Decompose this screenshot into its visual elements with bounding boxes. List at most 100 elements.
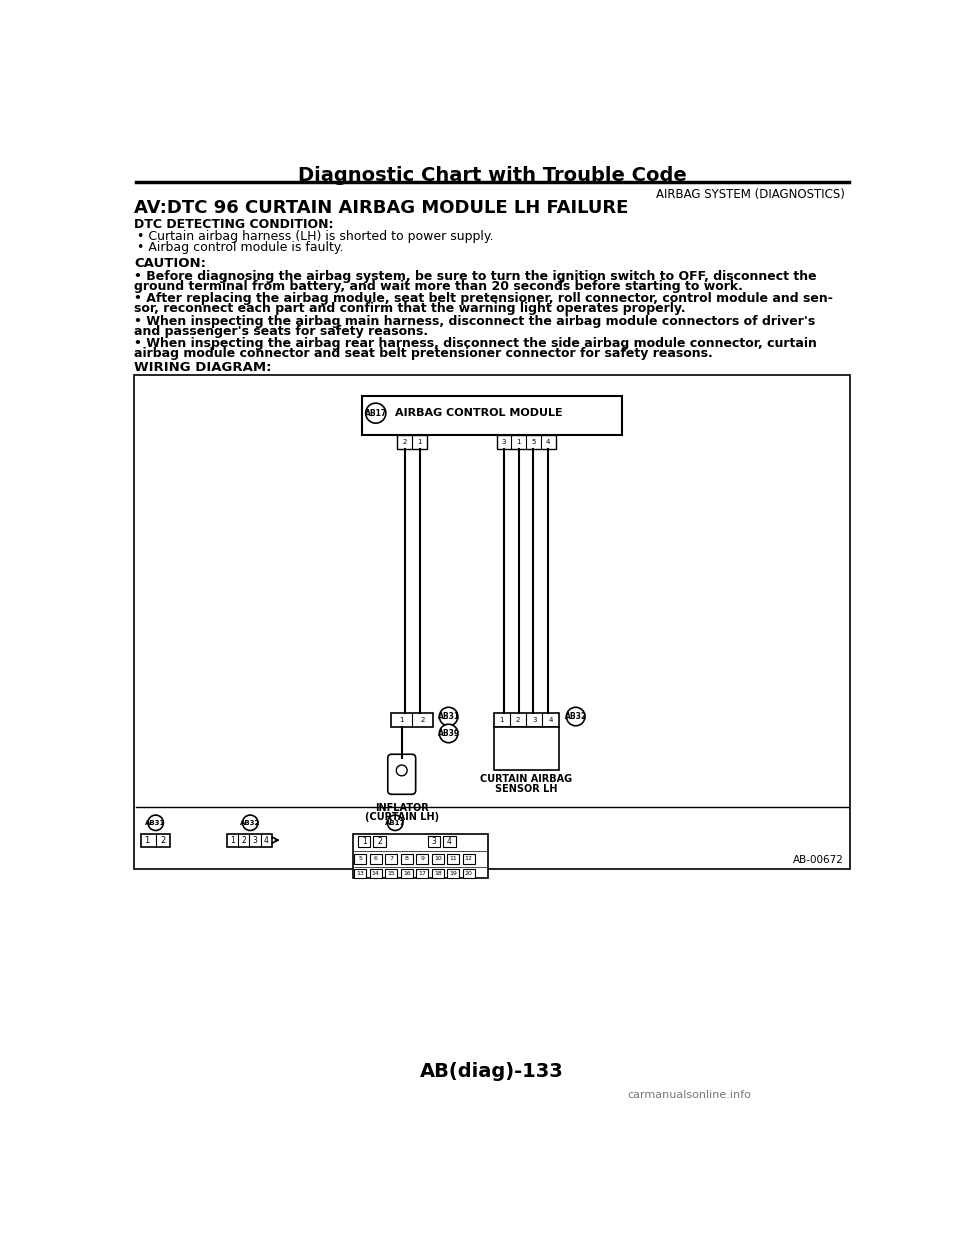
Bar (416, 869, 428, 878)
Text: AIRBAG SYSTEM (DIAGNOSTICS): AIRBAG SYSTEM (DIAGNOSTICS) (656, 188, 845, 200)
Bar (354, 853, 367, 863)
Text: 8: 8 (405, 857, 409, 862)
Text: carmanualsonline.info: carmanualsonline.info (628, 1089, 752, 1099)
Bar (385, 869, 397, 878)
Text: sor, reconnect each part and confirm that the warning light operates properly.: sor, reconnect each part and confirm tha… (134, 302, 685, 315)
Text: airbag module connector and seat belt pretensioner connector for safety reasons.: airbag module connector and seat belt pr… (134, 347, 712, 360)
Circle shape (366, 404, 386, 424)
Bar (416, 853, 428, 863)
Bar (227, 833, 272, 847)
Text: 14: 14 (372, 871, 380, 876)
Text: 1: 1 (399, 718, 404, 723)
Bar (432, 869, 444, 878)
Bar (370, 853, 382, 863)
Circle shape (440, 724, 458, 743)
Bar (370, 869, 382, 878)
Text: 2: 2 (160, 836, 165, 845)
Text: AB(diag)-133: AB(diag)-133 (420, 1062, 564, 1081)
Text: 9: 9 (420, 857, 424, 862)
Text: 3: 3 (532, 718, 537, 723)
Text: • Airbag control module is faulty.: • Airbag control module is faulty. (137, 241, 344, 253)
Text: 6: 6 (373, 857, 377, 862)
Bar (373, 836, 386, 847)
Text: 4: 4 (264, 836, 269, 845)
Bar (134, 375, 850, 869)
Text: AB31: AB31 (146, 820, 166, 826)
Text: 1: 1 (418, 438, 421, 445)
Text: 16: 16 (403, 871, 411, 876)
Text: 1: 1 (516, 438, 521, 445)
Circle shape (440, 707, 458, 725)
Text: AB39: AB39 (438, 729, 460, 738)
Text: AB31: AB31 (438, 712, 460, 722)
Bar (447, 869, 460, 878)
Text: AB-00672: AB-00672 (793, 856, 844, 866)
Bar (496, 435, 556, 448)
Text: • After replacing the airbag module, seat belt pretensioner, roll connector, con: • After replacing the airbag module, sea… (134, 292, 833, 306)
Bar (397, 435, 427, 448)
Text: 10: 10 (434, 857, 442, 862)
Bar (392, 713, 433, 728)
Bar (463, 853, 475, 863)
Text: 3: 3 (431, 837, 436, 846)
Bar (400, 869, 413, 878)
Text: 2: 2 (420, 718, 425, 723)
Bar (463, 869, 475, 878)
Text: 5: 5 (358, 857, 362, 862)
Text: and passenger's seats for safety reasons.: and passenger's seats for safety reasons… (134, 324, 428, 338)
Text: 13: 13 (356, 871, 364, 876)
Text: ground terminal from battery, and wait more than 20 seconds before starting to w: ground terminal from battery, and wait m… (134, 279, 743, 293)
Bar (358, 836, 371, 847)
Text: 19: 19 (449, 871, 457, 876)
Bar (362, 396, 622, 435)
Bar (447, 853, 460, 863)
Text: 15: 15 (388, 871, 396, 876)
Text: 18: 18 (434, 871, 442, 876)
Text: • When inspecting the airbag main harness, disconnect the airbag module connecto: • When inspecting the airbag main harnes… (134, 314, 815, 328)
Text: 2: 2 (516, 718, 520, 723)
Text: 17: 17 (419, 871, 426, 876)
Text: 2: 2 (377, 837, 382, 846)
Text: 12: 12 (465, 857, 472, 862)
Circle shape (566, 707, 585, 725)
Bar (400, 853, 413, 863)
Text: DTC DETECTING CONDITION:: DTC DETECTING CONDITION: (134, 219, 333, 231)
Text: (CURTAIN LH): (CURTAIN LH) (365, 812, 439, 822)
Bar (354, 869, 367, 878)
Bar (493, 728, 559, 770)
Text: INFLATOR: INFLATOR (374, 802, 428, 812)
Circle shape (388, 815, 403, 831)
Text: AB32: AB32 (240, 820, 260, 826)
Text: 2: 2 (241, 836, 246, 845)
Text: • Curtain airbag harness (LH) is shorted to power supply.: • Curtain airbag harness (LH) is shorted… (137, 230, 493, 243)
Circle shape (243, 815, 258, 831)
Text: 20: 20 (465, 871, 472, 876)
Text: Diagnostic Chart with Trouble Code: Diagnostic Chart with Trouble Code (298, 166, 686, 185)
Bar (444, 836, 456, 847)
Bar (385, 853, 397, 863)
Text: 3: 3 (502, 438, 506, 445)
Text: CAUTION:: CAUTION: (134, 257, 206, 270)
Circle shape (396, 765, 407, 776)
FancyBboxPatch shape (388, 754, 416, 795)
Text: 2: 2 (402, 438, 407, 445)
Text: AB17: AB17 (365, 409, 387, 417)
Bar (427, 836, 440, 847)
Bar (352, 833, 488, 878)
Text: WIRING DIAGRAM:: WIRING DIAGRAM: (134, 360, 272, 374)
Bar (141, 833, 170, 847)
Text: AB17: AB17 (385, 820, 405, 826)
Text: 4: 4 (548, 718, 553, 723)
Text: 11: 11 (449, 857, 457, 862)
Text: 1: 1 (230, 836, 235, 845)
Text: 1: 1 (499, 718, 504, 723)
Text: 1: 1 (145, 836, 150, 845)
Text: 7: 7 (389, 857, 394, 862)
Text: SENSOR LH: SENSOR LH (494, 784, 558, 794)
Text: AV:DTC 96 CURTAIN AIRBAG MODULE LH FAILURE: AV:DTC 96 CURTAIN AIRBAG MODULE LH FAILU… (134, 199, 629, 217)
Text: CURTAIN AIRBAG: CURTAIN AIRBAG (480, 774, 572, 784)
Text: 1: 1 (362, 837, 367, 846)
Text: AIRBAG CONTROL MODULE: AIRBAG CONTROL MODULE (396, 409, 563, 419)
Text: 5: 5 (531, 438, 536, 445)
Text: • When inspecting the airbag rear harness, disconnect the side airbag module con: • When inspecting the airbag rear harnes… (134, 337, 817, 350)
